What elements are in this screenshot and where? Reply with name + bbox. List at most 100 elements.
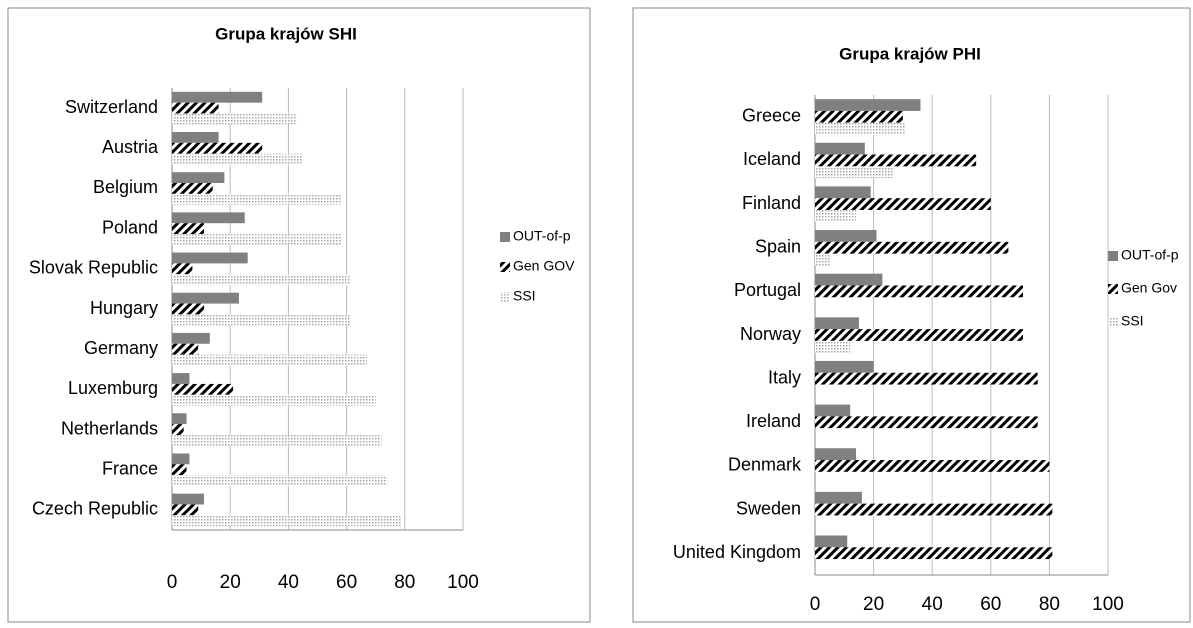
bar: [815, 416, 1038, 429]
y-tick-label: Ireland: [746, 411, 801, 431]
bar: [172, 223, 205, 235]
bar: [172, 332, 210, 344]
bar: [172, 234, 341, 245]
y-tick-label: Greece: [742, 106, 801, 126]
bar: [815, 503, 1053, 516]
bar: [172, 453, 190, 465]
bar: [172, 424, 184, 435]
x-tick-label: 40: [278, 572, 299, 593]
bar: [815, 241, 1009, 254]
bar: [172, 504, 199, 516]
x-tick-label: 80: [394, 572, 415, 593]
bar: [172, 475, 388, 487]
x-tick-label: 100: [447, 572, 479, 593]
bar: [172, 354, 367, 366]
bar: [172, 303, 205, 315]
bar: [815, 329, 1024, 341]
y-tick-label: Slovak Republic: [29, 258, 158, 278]
bar: [815, 154, 977, 167]
chart-title: Grupa krajów PHI: [839, 44, 981, 63]
y-tick-label: Denmark: [728, 455, 802, 475]
x-tick-label: 100: [1092, 594, 1124, 615]
bar: [172, 113, 298, 125]
y-tick-label: Finland: [742, 193, 801, 213]
y-tick-label: Switzerland: [65, 97, 158, 117]
legend-swatch: [500, 232, 510, 242]
panel-border: [7, 7, 591, 623]
bar: [172, 102, 219, 114]
bar: [815, 285, 1024, 298]
y-tick-label: United Kingdom: [673, 542, 801, 562]
bar: [815, 404, 851, 417]
y-tick-label: Iceland: [743, 149, 801, 169]
bar: [815, 166, 895, 179]
x-tick-label: 60: [980, 594, 1001, 615]
y-tick-label: Italy: [768, 367, 801, 387]
legend-swatch: [500, 292, 510, 302]
x-tick-label: 40: [922, 594, 943, 615]
bar: [815, 230, 877, 242]
bar: [815, 273, 883, 286]
bar: [815, 360, 874, 373]
y-tick-label: Spain: [755, 236, 801, 256]
bar: [172, 172, 225, 184]
legend-label: SSI: [1121, 313, 1144, 329]
bar: [172, 91, 263, 103]
legend-label: OUT-of-p: [1121, 247, 1179, 263]
legend-label: OUT-of-p: [513, 228, 571, 244]
bar: [815, 186, 871, 199]
y-tick-label: Luxemburg: [68, 378, 158, 398]
bar: [172, 464, 187, 476]
bar: [815, 198, 991, 210]
bar: [172, 314, 350, 326]
x-tick-label: 0: [167, 572, 178, 593]
y-tick-label: Portugal: [734, 280, 801, 300]
bar: [172, 142, 263, 154]
bar: [172, 383, 234, 395]
bar: [815, 491, 862, 504]
x-tick-label: 80: [1039, 594, 1060, 615]
bar: [815, 209, 857, 222]
legend-swatch: [1108, 317, 1118, 327]
bar: [815, 142, 865, 155]
bar: [172, 343, 199, 355]
bar: [815, 340, 851, 353]
x-tick-label: 20: [863, 594, 884, 615]
bar: [172, 212, 245, 224]
bar: [172, 394, 376, 406]
bar: [172, 274, 350, 286]
bar: [172, 263, 193, 275]
y-tick-label: Czech Republic: [32, 499, 158, 519]
y-tick-label: Germany: [84, 338, 158, 358]
legend-swatch: [1108, 251, 1118, 261]
legend-swatch: [500, 262, 510, 272]
y-tick-label: Poland: [102, 217, 158, 237]
bar: [172, 183, 213, 194]
bar: [815, 317, 859, 330]
y-tick-label: France: [102, 458, 158, 478]
bar: [815, 122, 906, 135]
x-tick-label: 20: [220, 572, 241, 593]
y-tick-label: Norway: [740, 324, 801, 344]
y-tick-label: Belgium: [93, 177, 158, 197]
bar: [172, 515, 402, 527]
bar: [172, 193, 341, 205]
legend-label: Gen Gov: [1121, 280, 1177, 296]
legend-label: Gen GOV: [513, 258, 575, 274]
bar: [815, 535, 848, 548]
x-tick-label: 0: [810, 594, 821, 615]
y-tick-label: Netherlands: [61, 418, 158, 438]
panel-border: [632, 7, 1191, 623]
legend-swatch: [1108, 284, 1118, 294]
bar: [172, 131, 219, 143]
legend-label: SSI: [513, 288, 536, 304]
chart-title: Grupa krajów SHI: [215, 24, 357, 43]
bar: [172, 153, 303, 165]
bar: [172, 373, 190, 384]
bar: [815, 110, 903, 123]
bar: [172, 413, 187, 425]
bar: [815, 372, 1038, 385]
x-tick-label: 60: [336, 572, 357, 593]
y-tick-label: Sweden: [736, 498, 801, 518]
